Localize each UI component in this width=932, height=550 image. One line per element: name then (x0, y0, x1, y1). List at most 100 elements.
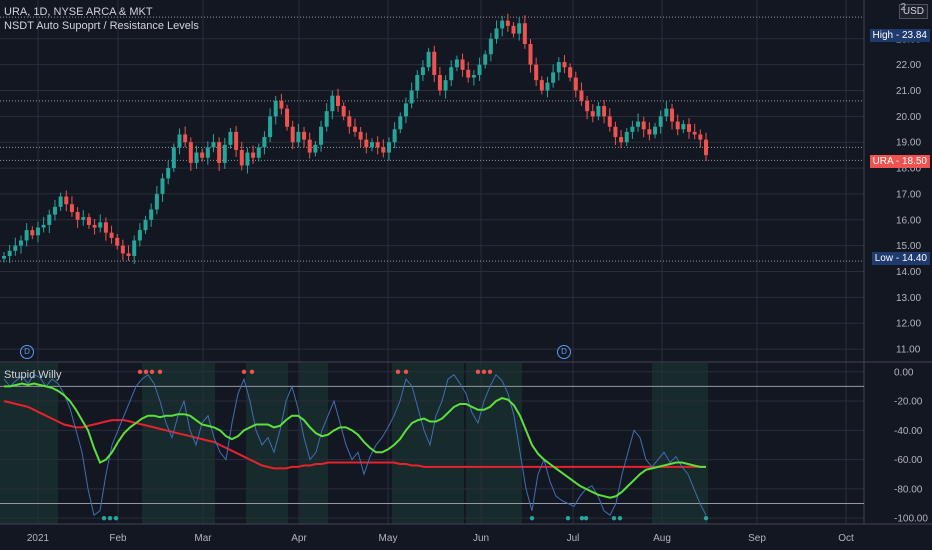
candle-body (92, 224, 97, 228)
candle-body (273, 100, 278, 117)
candle-body (154, 193, 159, 210)
candle-body (613, 126, 618, 138)
overbought-dot (157, 369, 163, 374)
candle-body (86, 217, 91, 225)
candle-body (341, 106, 346, 117)
candle-body (194, 152, 199, 163)
osc-series-line (3, 373, 707, 517)
candle-body (7, 250, 12, 256)
candle-body (364, 139, 369, 148)
top-tick-partial: 2 (900, 2, 906, 13)
candle-body (52, 206, 57, 215)
overbought-dot (249, 369, 255, 374)
candle-body (132, 240, 137, 256)
oversold-dot (529, 515, 535, 521)
y-tick-label: 20.00 (896, 112, 921, 123)
candle-body (403, 103, 408, 117)
candle-body (641, 121, 646, 130)
candle-body (517, 23, 522, 34)
candle-body (115, 237, 120, 246)
candle-body (251, 152, 256, 158)
x-tick-label: Aug (653, 533, 671, 544)
candle-body (409, 90, 414, 104)
candle-body (443, 80, 448, 91)
x-tick-label: 2021 (27, 533, 50, 544)
candle-body (454, 59, 459, 68)
overbought-dot (149, 369, 155, 374)
candle-body (624, 131, 629, 143)
y-tick-label: 11.00 (896, 345, 921, 356)
x-tick-label: Jul (567, 533, 580, 544)
oversold-dot (113, 515, 119, 521)
dividend-marker[interactable]: D (20, 345, 34, 359)
overbought-dot (487, 369, 493, 374)
candle-body (471, 74, 476, 78)
y-tick-label: 13.00 (896, 293, 921, 304)
oversold-dot (703, 515, 709, 521)
dividend-marker[interactable]: D (557, 345, 571, 359)
candle-body (358, 131, 363, 140)
symbol-title[interactable]: URA, 1D, NYSE ARCA & MKT (4, 6, 153, 18)
candle-body (704, 139, 708, 156)
candle-body (607, 116, 612, 127)
candle-body (81, 217, 86, 220)
osc-tick-label: -40.00 (894, 426, 923, 437)
candle-body (109, 232, 114, 238)
oversold-dot (611, 515, 617, 521)
oversold-dot (579, 515, 585, 521)
indicator-label[interactable]: NSDT Auto Supoprt / Resistance Levels (4, 20, 199, 32)
y-tick-label: 12.00 (896, 319, 921, 330)
oversold-dot (583, 515, 589, 521)
overbought-dot (137, 369, 143, 374)
overbought-dot (143, 369, 149, 374)
candle-body (313, 144, 318, 153)
currency-button[interactable]: USD (898, 4, 928, 19)
candle-body (392, 129, 397, 143)
candle-body (217, 142, 222, 163)
candle-body (330, 95, 335, 112)
candle-body (103, 222, 108, 233)
candle-body (245, 152, 250, 166)
candle-body (177, 134, 182, 148)
overbought-dot (481, 369, 487, 374)
candle-body (188, 142, 193, 163)
candle-body (494, 28, 499, 39)
oscillator-label[interactable]: Stupid Willy (4, 369, 62, 381)
candle-body (126, 253, 131, 256)
y-tick-label: 19.00 (896, 138, 921, 149)
candle-body (483, 54, 488, 65)
y-tick-label: 22.00 (896, 60, 921, 71)
osc-zone (652, 363, 708, 524)
candle-body (698, 134, 703, 140)
candle-body (285, 108, 290, 127)
candle-body (47, 214, 52, 225)
candle-body (658, 116, 663, 127)
osc-tick-label: -60.00 (894, 455, 923, 466)
candle-body (647, 129, 652, 135)
candle-body (551, 72, 556, 83)
low-tag: Low - 14.40 (871, 252, 930, 265)
candle-body (336, 95, 341, 107)
candle-body (692, 131, 697, 135)
y-tick-label: 17.00 (896, 189, 921, 200)
osc-zone (392, 363, 464, 524)
candle-body (268, 116, 273, 138)
candle-body (573, 77, 578, 91)
oversold-dot (101, 515, 107, 521)
candle-body (539, 80, 544, 91)
candle-body (602, 106, 607, 117)
candle-body (545, 82, 550, 91)
candle-body (30, 230, 35, 236)
candle-body (590, 111, 595, 117)
candle-body (653, 126, 658, 135)
y-tick-label: 18.00 (896, 164, 921, 175)
candle-body (143, 219, 148, 231)
osc-tick-label: -100.00 (894, 514, 928, 525)
price-tag: URA - 18.50 (869, 155, 930, 168)
candle-body (500, 20, 505, 29)
candle-body (205, 147, 210, 158)
osc-tick-label: -20.00 (894, 397, 923, 408)
candle-body (171, 147, 176, 169)
candle-body (437, 74, 442, 91)
